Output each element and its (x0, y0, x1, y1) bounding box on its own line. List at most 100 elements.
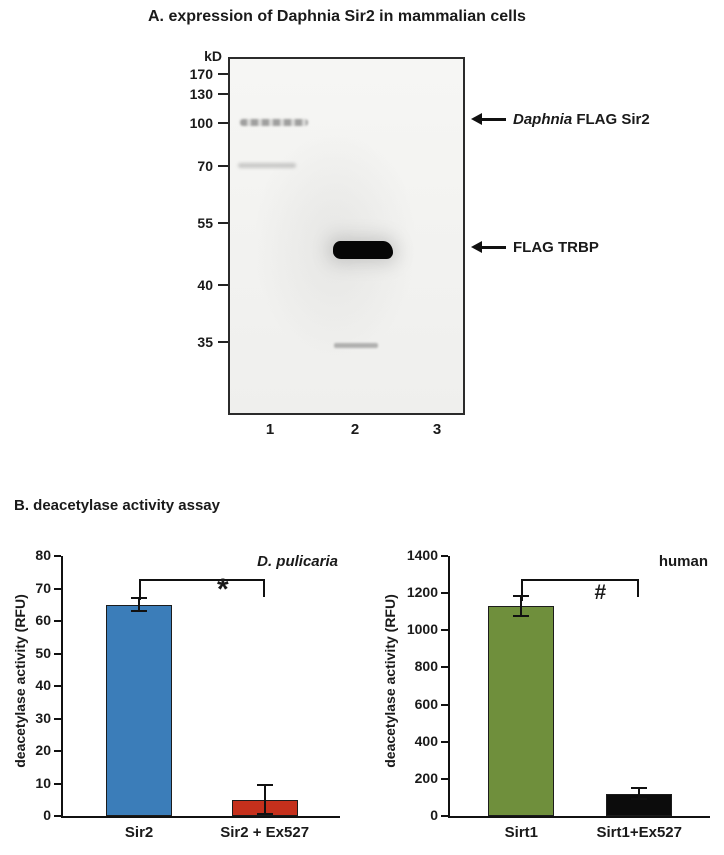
band-faint-70kd (238, 163, 296, 168)
error-bar (520, 595, 523, 617)
band-flag-trbp (333, 241, 393, 259)
panel-a-title: A. expression of Daphnia Sir2 in mammali… (148, 8, 526, 25)
error-bar-cap-top (256, 784, 273, 787)
error-bar (638, 788, 641, 800)
arrow-shaft (482, 245, 506, 249)
marker-tick (218, 73, 228, 75)
mw-marker-row: 100 (150, 115, 228, 131)
y-tick-label: 800 (414, 658, 438, 675)
annotation-daphnia-flag-sir2: Daphnia FLAG Sir2 (471, 110, 650, 128)
y-tick-label: 60 (35, 612, 51, 628)
bracket-left-drop (521, 578, 524, 602)
bracket-right-drop (262, 578, 265, 597)
marker-label: 170 (189, 66, 213, 82)
y-tick-label: 0 (43, 807, 51, 823)
y-tick-mark (441, 629, 448, 632)
y-tick-mark (441, 740, 448, 743)
arrow-left-icon (471, 241, 482, 253)
bracket-right-drop (637, 578, 640, 597)
western-blot-image (228, 57, 465, 415)
mw-marker-row: 55 (150, 215, 228, 231)
y-tick-mark (441, 555, 448, 557)
band-daphnia-flag-sir2 (240, 119, 308, 126)
chart-group-label: D. pulicaria (257, 552, 338, 570)
y-tick-label: 1400 (406, 547, 438, 563)
x-category-label: Sirt1+Ex527 (596, 824, 682, 841)
error-bar-cap-top (631, 787, 648, 790)
y-tick-label: 70 (35, 579, 51, 596)
band-faint-35kd (334, 343, 378, 348)
annotation-species: Daphnia (513, 110, 573, 128)
annotation-text: Daphnia FLAG Sir2 (513, 111, 650, 128)
error-bar-cap-bottom (131, 610, 148, 613)
marker-label: 130 (189, 86, 213, 102)
y-tick-mark (441, 666, 448, 669)
annotation-label: FLAG Sir2 (572, 110, 650, 128)
error-bar-cap-bottom (513, 615, 530, 618)
bar-sir2 (106, 604, 173, 816)
error-bar (138, 598, 141, 612)
y-tick-label: 10 (35, 774, 51, 791)
y-tick-mark (54, 717, 61, 720)
marker-label: 35 (197, 334, 213, 350)
marker-tick (218, 122, 228, 124)
y-tick-mark (54, 782, 61, 785)
error-bar (263, 785, 266, 815)
y-axis-label-text: deacetylase activity (RFU) (382, 594, 398, 768)
lane-number: 2 (350, 421, 360, 438)
y-axis-label-text: deacetylase activity (RFU) (12, 594, 28, 768)
y-tick-mark (441, 777, 448, 780)
y-tick-mark (54, 587, 61, 590)
y-tick-mark (441, 703, 448, 706)
arrow-shaft (482, 117, 506, 121)
y-tick-mark (441, 815, 448, 817)
kd-unit-label: kD (204, 48, 222, 64)
y-tick-label: 30 (35, 709, 51, 726)
error-bar-cap-bottom (256, 813, 273, 816)
annotation-label: FLAG TRBP (513, 238, 599, 256)
marker-label: 55 (197, 215, 213, 231)
y-tick-mark (54, 555, 61, 557)
y-tick-label: 50 (35, 644, 51, 661)
mw-marker-row: 130 (150, 86, 228, 102)
chart-d-pulicaria: deacetylase activity (RFU) 0 10 20 30 40 50 60 7… (12, 546, 346, 852)
y-axis-line (61, 556, 63, 818)
mw-marker-row: 170 (150, 66, 228, 82)
y-tick-mark (54, 652, 61, 655)
significance-marker: # (594, 580, 607, 604)
comparison-bracket (139, 578, 265, 581)
chart-human: deacetylase activity (RFU) 0 200 400 600 800 1… (382, 546, 716, 852)
significance-marker: * (216, 572, 229, 606)
x-category-label: Sirt1 (504, 824, 539, 841)
marker-tick (218, 222, 228, 224)
y-tick-label: 400 (414, 732, 438, 749)
annotation-text: FLAG TRBP (513, 239, 599, 256)
marker-tick (218, 93, 228, 95)
y-axis-label: deacetylase activity (RFU) (10, 546, 30, 816)
marker-label: 100 (189, 115, 213, 131)
y-tick-mark (441, 592, 448, 595)
y-tick-label: 600 (414, 695, 438, 712)
bar-sirt1 (488, 606, 555, 816)
x-axis-line (61, 816, 340, 818)
marker-tick (218, 165, 228, 167)
marker-tick (218, 341, 228, 343)
marker-label: 40 (197, 277, 213, 293)
marker-label: 70 (197, 158, 213, 174)
comparison-bracket (521, 578, 640, 581)
error-bar-cap-bottom (631, 798, 648, 801)
y-tick-label: 20 (35, 742, 51, 758)
y-tick-mark (54, 815, 61, 817)
y-tick-mark (54, 620, 61, 622)
lane-number: 1 (265, 421, 275, 438)
arrow-left-icon (471, 113, 482, 125)
x-axis-line (448, 816, 710, 818)
y-tick-mark (54, 750, 61, 752)
annotation-flag-trbp: FLAG TRBP (471, 238, 599, 256)
y-axis-line (448, 556, 450, 818)
chart-group-label: human (658, 552, 708, 570)
panel-b-title: B. deacetylase activity assay (14, 497, 220, 514)
y-tick-label: 1200 (406, 584, 438, 601)
y-tick-label: 40 (35, 677, 51, 693)
y-tick-label: 200 (414, 769, 438, 786)
